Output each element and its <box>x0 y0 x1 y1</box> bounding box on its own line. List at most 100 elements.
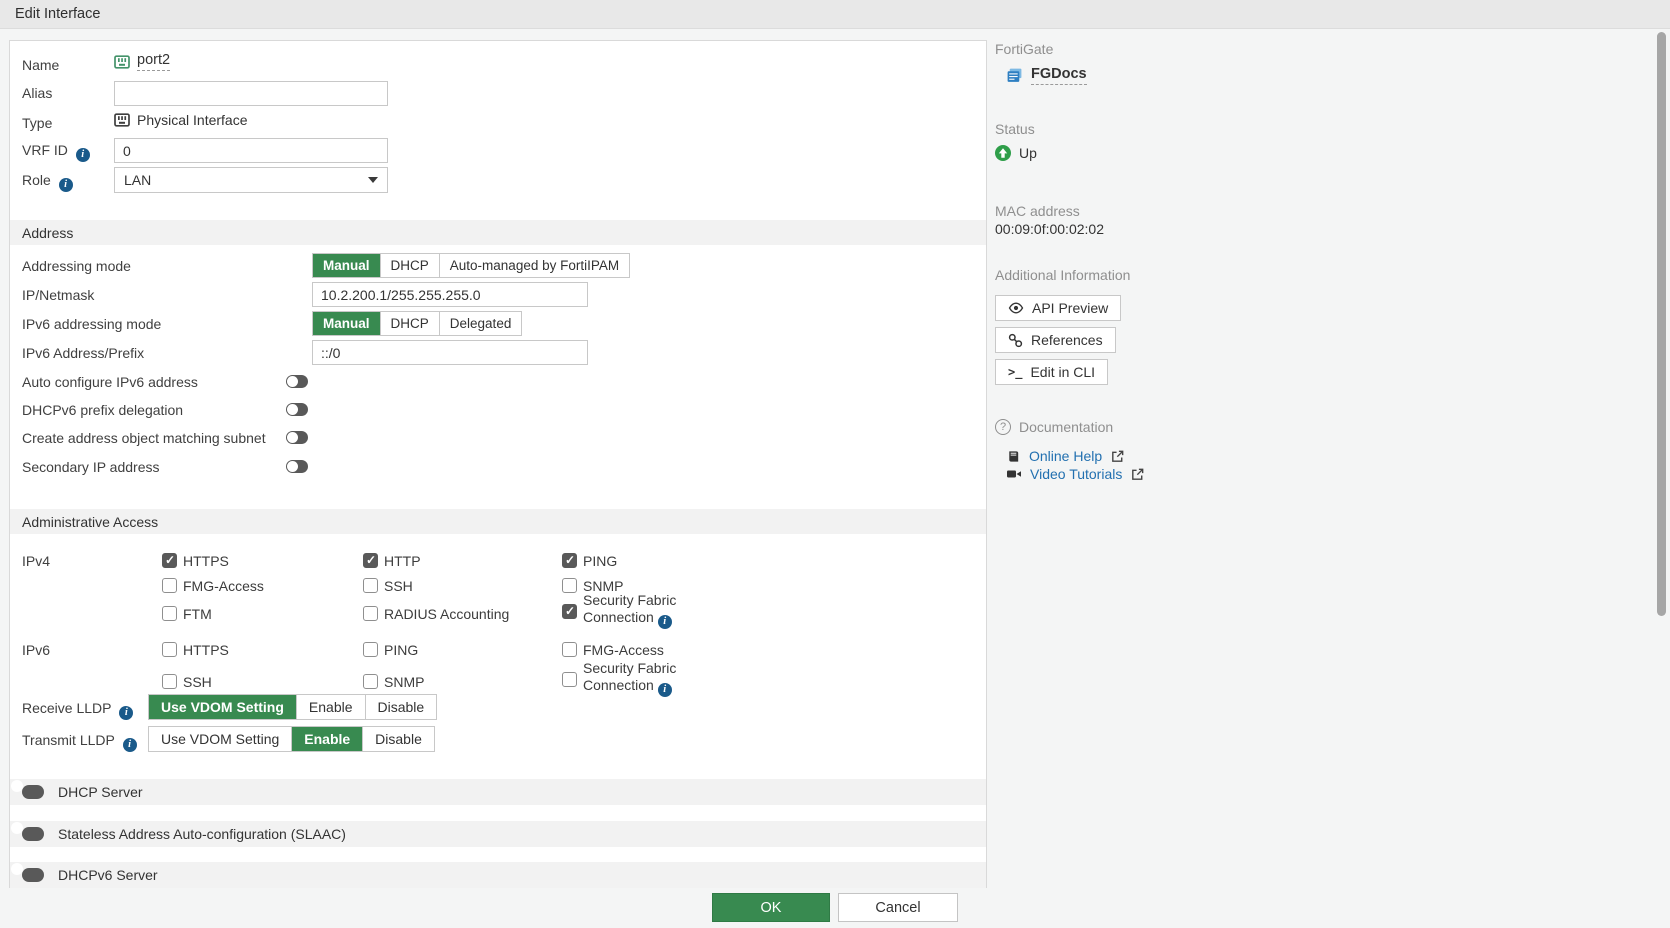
checkbox-ipv4-snmp[interactable] <box>562 578 577 593</box>
fortigate-label: FortiGate <box>995 41 1054 57</box>
addressing-mode-segmented: Manual DHCP Auto-managed by FortiIPAM <box>312 253 631 278</box>
checkbox-ipv4-security-fabric[interactable] <box>562 604 577 619</box>
checkbox-ipv4-http[interactable] <box>363 553 378 568</box>
secondary-ip-toggle[interactable] <box>286 460 308 473</box>
dhcp-server-toggle[interactable] <box>22 785 44 799</box>
checkbox-ipv6-ping[interactable] <box>363 642 378 657</box>
checkbox-label: FMG-Access <box>583 642 664 658</box>
role-selected-value: LAN <box>124 172 152 188</box>
dhcpv6-prefix-delegation-toggle[interactable] <box>286 403 308 416</box>
external-link-icon <box>1110 449 1125 464</box>
ipv6-mode-dhcp[interactable]: DHCP <box>381 312 440 335</box>
documentation-row: ? Documentation <box>995 419 1113 435</box>
checkbox-label: SSH <box>183 674 212 690</box>
references-label: References <box>1031 332 1103 348</box>
checkbox-ipv6-security-fabric[interactable] <box>562 672 577 687</box>
ip-netmask-input[interactable] <box>312 282 588 307</box>
vrf-id-input[interactable] <box>114 138 388 163</box>
info-icon[interactable] <box>75 148 90 162</box>
addressing-mode-label: Addressing mode <box>22 258 131 274</box>
receive-lldp-enable[interactable]: Enable <box>297 695 366 719</box>
addressing-mode-dhcp[interactable]: DHCP <box>381 254 440 277</box>
role-label: Role <box>22 172 73 192</box>
checkbox-ipv4-ping[interactable] <box>562 553 577 568</box>
alias-label: Alias <box>22 85 53 101</box>
dhcp-server-section: DHCP Server <box>10 779 986 805</box>
checkbox-ipv6-fmg-access[interactable] <box>562 642 577 657</box>
ipv6-mode-label: IPv6 addressing mode <box>22 316 162 332</box>
checkbox-ipv6-snmp[interactable] <box>363 674 378 689</box>
dhcpv6-server-toggle[interactable] <box>22 868 44 882</box>
info-icon[interactable] <box>119 706 134 720</box>
device-name[interactable]: FGDocs <box>1031 66 1087 85</box>
addressing-mode-manual[interactable]: Manual <box>313 254 381 277</box>
ipv6-prefix-input[interactable] <box>312 340 588 365</box>
checkbox-ipv4-ftm[interactable] <box>162 606 177 621</box>
info-icon[interactable] <box>657 683 672 697</box>
checkbox-ipv4-radius-accounting[interactable] <box>363 606 378 621</box>
admin-access-section-header: Administrative Access <box>10 509 986 534</box>
checkbox-label: RADIUS Accounting <box>384 606 510 622</box>
book-icon <box>1006 449 1021 464</box>
dhcp-server-label: DHCP Server <box>58 784 143 800</box>
api-preview-button[interactable]: API Preview <box>995 295 1122 321</box>
ipv6-mode-manual[interactable]: Manual <box>313 312 381 335</box>
checkbox-ipv6-ssh[interactable] <box>162 674 177 689</box>
online-help-row: Online Help <box>1006 448 1125 464</box>
checkbox-label: HTTPS <box>183 553 229 569</box>
receive-lldp-vdom[interactable]: Use VDOM Setting <box>149 695 297 719</box>
references-chain-icon <box>1008 333 1023 348</box>
alias-input[interactable] <box>114 81 388 106</box>
video-tutorials-link[interactable]: Video Tutorials <box>1030 466 1123 482</box>
create-address-object-toggle[interactable] <box>286 431 308 444</box>
checkbox-ipv4-ssh[interactable] <box>363 578 378 593</box>
eye-icon <box>1008 300 1024 316</box>
auto-configure-ipv6-toggle[interactable] <box>286 375 308 388</box>
api-preview-label: API Preview <box>1032 300 1109 316</box>
address-section-header: Address <box>10 220 986 245</box>
edit-in-cli-button[interactable]: >_ Edit in CLI <box>995 359 1109 385</box>
page-title-bar: Edit Interface <box>0 0 1670 29</box>
type-label: Type <box>22 115 53 131</box>
receive-lldp-disable[interactable]: Disable <box>377 699 425 715</box>
transmit-lldp-segmented: Use VDOM Setting Enable Disable <box>148 726 435 752</box>
online-help-link[interactable]: Online Help <box>1029 448 1103 464</box>
device-row: FGDocs <box>1006 66 1087 85</box>
checkbox-label: HTTPS <box>183 642 229 658</box>
ipv6-mode-delegated[interactable]: Delegated <box>449 316 512 331</box>
mac-address-label: MAC address <box>995 203 1080 219</box>
checkbox-ipv6-https[interactable] <box>162 642 177 657</box>
role-select[interactable]: LAN <box>114 167 388 193</box>
status-label: Status <box>995 121 1035 137</box>
checkbox-ipv4-fmg-access[interactable] <box>162 578 177 593</box>
interface-name-value[interactable]: port2 <box>137 52 171 71</box>
slaac-label: Stateless Address Auto-configuration (SL… <box>58 826 346 842</box>
physical-interface-icon <box>114 112 130 128</box>
slaac-section: Stateless Address Auto-configuration (SL… <box>10 821 986 847</box>
checkbox-label: HTTP <box>384 553 421 569</box>
checkbox-label: PING <box>384 642 419 658</box>
transmit-lldp-disable[interactable]: Disable <box>375 731 422 747</box>
ethernet-port-icon <box>114 54 130 70</box>
ipv4-label: IPv4 <box>22 553 51 569</box>
checkbox-label: Security Fabric Connection <box>583 592 701 629</box>
info-icon[interactable] <box>657 615 672 629</box>
question-circle-icon: ? <box>995 419 1011 435</box>
slaac-toggle[interactable] <box>22 827 44 841</box>
additional-information-label: Additional Information <box>995 267 1131 283</box>
name-value-row: port2 <box>114 52 171 71</box>
info-icon[interactable] <box>58 178 73 192</box>
transmit-lldp-vdom[interactable]: Use VDOM Setting <box>149 727 293 751</box>
type-value-row: Physical Interface <box>114 112 248 128</box>
type-value: Physical Interface <box>137 112 248 128</box>
terminal-icon: >_ <box>1008 365 1023 379</box>
vertical-scrollbar[interactable] <box>1657 32 1666 616</box>
cancel-button[interactable]: Cancel <box>838 893 958 922</box>
ip-netmask-label: IP/Netmask <box>22 287 95 303</box>
references-button[interactable]: References <box>995 327 1116 353</box>
info-icon[interactable] <box>122 738 137 752</box>
checkbox-ipv4-https[interactable] <box>162 553 177 568</box>
addressing-mode-fortiipam[interactable]: Auto-managed by FortiIPAM <box>449 258 620 273</box>
transmit-lldp-enable[interactable]: Enable <box>292 727 364 751</box>
ok-button[interactable]: OK <box>712 893 830 922</box>
